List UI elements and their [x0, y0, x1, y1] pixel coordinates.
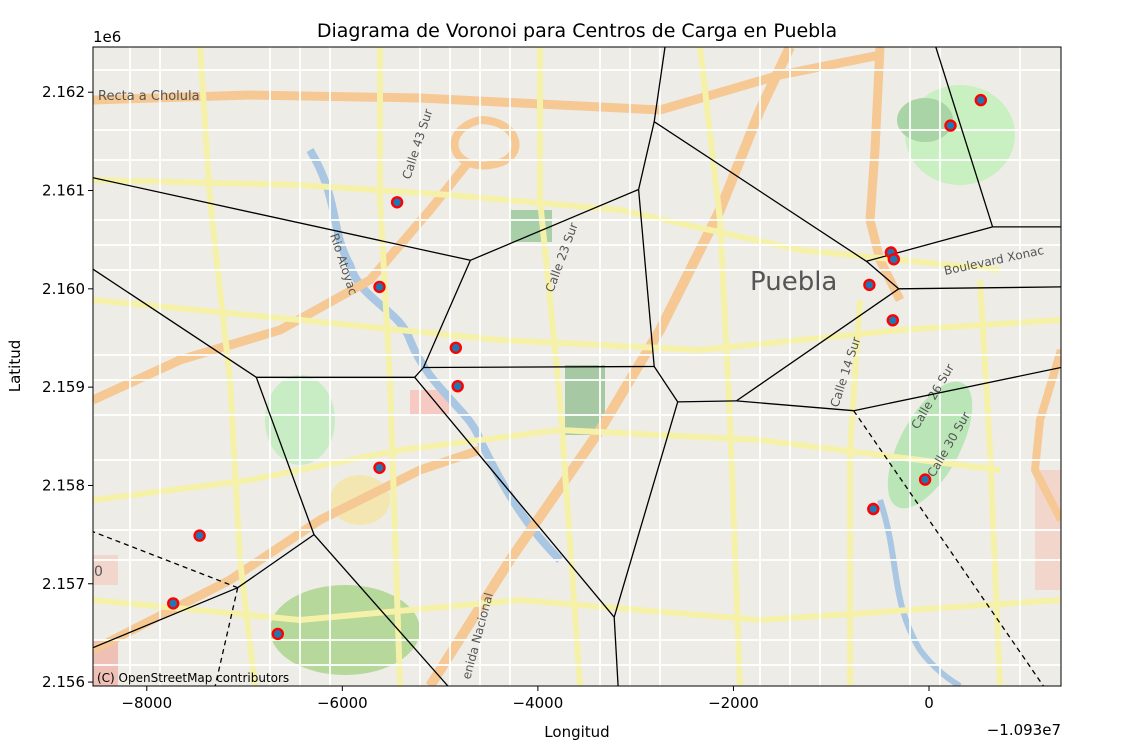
y-tick-label: 2.160	[42, 280, 85, 298]
x-axis-label: Longitud	[544, 723, 609, 741]
voronoi-edge	[677, 400, 737, 403]
voronoi-edge	[853, 366, 1061, 412]
x-tick-label: −8000	[121, 694, 172, 712]
voronoi-edge	[736, 288, 900, 402]
voronoi-edge	[93, 531, 238, 589]
charging-center-point	[390, 196, 404, 209]
charging-centers	[166, 93, 987, 641]
basemap: Recta a Cholula Calle 43 Sur Rio Atoyac …	[93, 47, 1061, 686]
map-label-puebla: Puebla	[750, 267, 837, 297]
voronoi-edge	[653, 121, 867, 262]
x-tick-label: −6000	[317, 694, 368, 712]
charging-center-point	[373, 280, 386, 294]
voronoi-edge	[255, 377, 315, 535]
y-tick-label: 2.161	[42, 182, 85, 200]
voronoi-edge	[414, 376, 615, 618]
voronoi-edge	[93, 587, 238, 649]
y-axis: 2.156 2.157 2.158 2.159 2.160 2.161 2.162	[42, 83, 93, 691]
plot-frame	[92, 46, 1062, 687]
map-label-zero: 0	[94, 564, 103, 580]
voronoi-edge	[613, 401, 679, 618]
charging-center-point	[887, 253, 900, 266]
voronoi-edge	[414, 367, 424, 378]
y-tick-label: 2.156	[42, 673, 85, 691]
voronoi-edge	[423, 365, 655, 369]
charging-center-point	[974, 93, 987, 107]
voronoi-edge	[653, 47, 666, 122]
attribution-text: (C) OpenStreetMap contributors	[97, 671, 289, 685]
voronoi-edge	[313, 534, 449, 686]
voronoi-edge	[898, 286, 1061, 290]
x-tick-label: −2000	[708, 694, 759, 712]
charging-center-point	[449, 341, 462, 354]
x-tick-label: −4000	[513, 694, 564, 712]
voronoi-edge	[865, 260, 900, 290]
voronoi-edge	[935, 47, 994, 228]
charging-center-point	[193, 529, 206, 542]
voronoi-edge	[422, 260, 471, 368]
charging-center-point	[373, 461, 386, 474]
charging-center-point	[886, 314, 899, 327]
voronoi-edge	[237, 534, 315, 589]
charging-center-point	[271, 627, 284, 641]
x-axis: −8000 −6000 −4000 −2000 0	[121, 686, 934, 712]
voronoi-edge	[637, 121, 655, 190]
charging-center-point	[863, 278, 876, 292]
voronoi-edge	[214, 587, 239, 686]
voronoi-edge	[853, 410, 1044, 686]
y-multiplier-label: 1e6	[93, 28, 121, 46]
charging-center-point	[451, 380, 464, 393]
charging-center-point	[867, 502, 880, 516]
voronoi-edge	[637, 189, 655, 367]
charging-center-point	[918, 473, 932, 486]
y-tick-label: 2.162	[42, 83, 85, 101]
charging-center-point	[166, 597, 180, 610]
voronoi-edge	[470, 188, 639, 261]
voronoi-edge	[613, 617, 619, 686]
y-tick-label: 2.158	[42, 476, 85, 494]
voronoi-edges	[93, 47, 1061, 686]
x-offset-label: −1.093e7	[987, 721, 1061, 739]
charging-center-point	[944, 119, 957, 132]
voronoi-edge	[93, 177, 471, 261]
y-tick-label: 2.159	[42, 378, 85, 396]
voronoi-edge	[93, 268, 257, 378]
x-tick-label: 0	[924, 694, 934, 712]
y-axis-label: Latitud	[6, 340, 24, 393]
voronoi-edge	[736, 400, 854, 412]
y-tick-label: 2.157	[42, 575, 85, 593]
voronoi-edge	[653, 366, 679, 403]
chart-title: Diagrama de Voronoi para Centros de Carg…	[317, 20, 837, 42]
map-label-recta-cholula: Recta a Cholula	[98, 89, 200, 104]
